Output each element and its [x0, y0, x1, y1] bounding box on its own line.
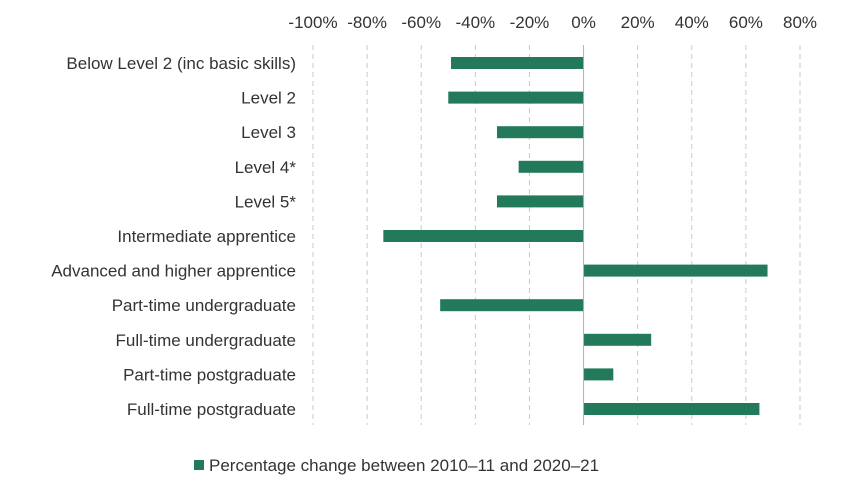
bar: [383, 230, 584, 242]
bar: [583, 368, 614, 381]
category-label: Intermediate apprentice: [117, 227, 296, 246]
x-tick-label: 60%: [729, 13, 763, 32]
bars: [383, 57, 768, 415]
bar: [496, 195, 584, 208]
legend: Percentage change between 2010–11 and 20…: [194, 456, 599, 475]
category-label: Level 3: [241, 123, 296, 142]
category-label: Full-time undergraduate: [116, 331, 296, 350]
bar: [448, 91, 584, 104]
category-label: Part-time postgraduate: [123, 365, 296, 384]
category-label: Advanced and higher apprentice: [51, 262, 296, 281]
category-label: Level 5*: [235, 192, 297, 211]
x-tick-label: 0%: [571, 13, 596, 32]
x-tick-label: -20%: [510, 13, 550, 32]
x-tick-label: -60%: [401, 13, 441, 32]
x-tick-label: 20%: [621, 13, 655, 32]
category-label: Full-time postgraduate: [127, 400, 296, 419]
category-label: Level 4*: [235, 158, 297, 177]
x-tick-label: -80%: [347, 13, 387, 32]
bar: [583, 403, 760, 415]
category-label: Below Level 2 (inc basic skills): [66, 54, 296, 73]
x-tick-label: -40%: [455, 13, 495, 32]
bar: [440, 299, 584, 312]
x-axis-ticks: -100% -80% -60% -40% -20% 0% 20% 40% 60% 80%: [288, 13, 817, 32]
x-tick-label: -100%: [288, 13, 337, 32]
bar: [496, 126, 584, 139]
category-labels: Below Level 2 (inc basic skills) Level 2 L…: [51, 54, 296, 419]
x-tick-label: 40%: [675, 13, 709, 32]
x-tick-label: 80%: [783, 13, 817, 32]
bar: [583, 333, 652, 346]
legend-swatch: [194, 460, 204, 470]
legend-label: Percentage change between 2010–11 and 20…: [209, 456, 599, 475]
category-label: Part-time undergraduate: [112, 296, 296, 315]
bar: [583, 264, 768, 277]
bar: [450, 57, 584, 69]
bar: [518, 160, 584, 173]
category-label: Level 2: [241, 89, 296, 108]
